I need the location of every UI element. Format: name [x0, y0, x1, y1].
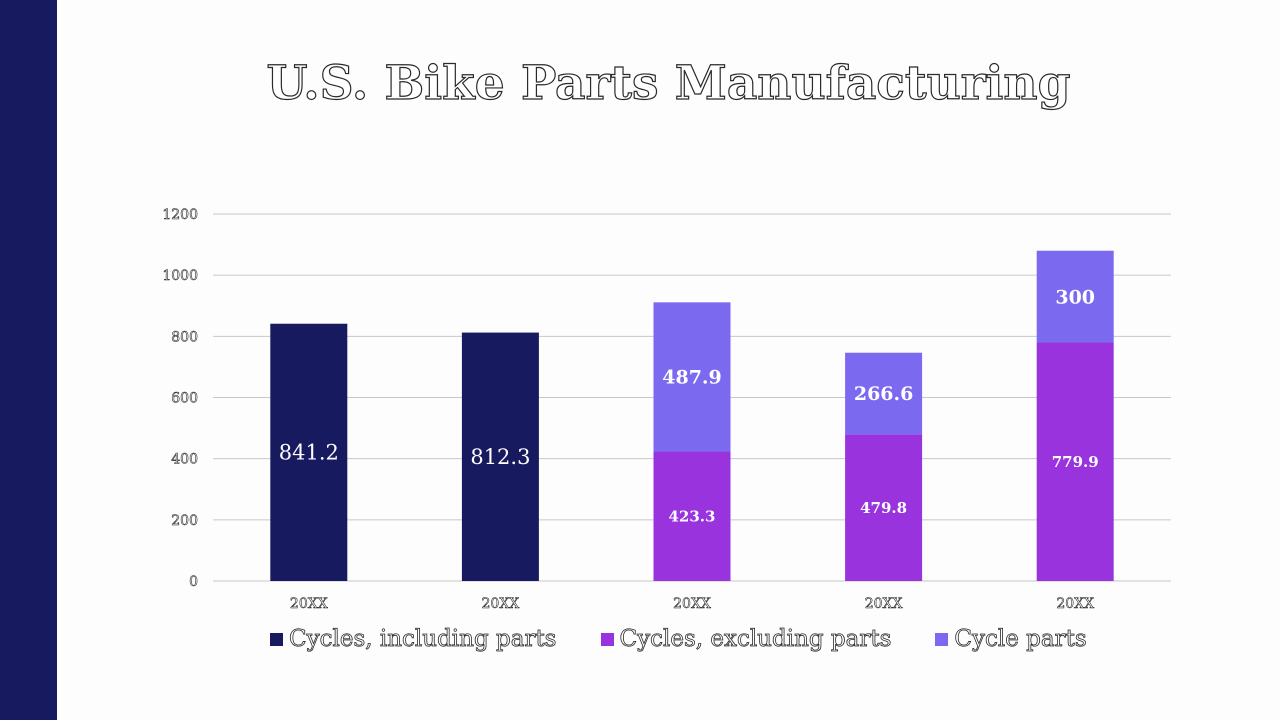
legend-label: Cycle parts: [954, 626, 1087, 653]
y-tick-label: 1200: [162, 207, 198, 223]
data-label: 841.2: [279, 441, 339, 465]
bar-segment: [653, 302, 731, 452]
data-label: 812.3: [470, 445, 530, 469]
x-tick-label: 20XX: [673, 596, 711, 612]
y-tick-label: 800: [171, 329, 198, 345]
legend-item-cycles-including-parts: Cycles, including parts: [270, 626, 557, 652]
y-tick-label: 600: [171, 391, 198, 407]
data-label: 479.8: [860, 499, 907, 517]
legend-item-cycle-parts: Cycle parts: [935, 626, 1087, 653]
x-tick-label: 20XX: [482, 596, 520, 612]
x-tick-label: 20XX: [1056, 596, 1094, 612]
bars: [270, 250, 1114, 581]
data-label: 779.9: [1052, 453, 1099, 471]
bar-segment: [1036, 342, 1114, 581]
bar-segment: [653, 451, 731, 581]
bar-segment: [461, 332, 539, 581]
legend: Cycles, including parts Cycles, excludin…: [270, 622, 1087, 656]
x-axis-ticks: 20XX 20XX 20XX 20XX 20XX: [290, 596, 1095, 613]
legend-swatch: [270, 632, 283, 646]
bar-segment: [270, 323, 348, 581]
bar-segment: [845, 352, 923, 435]
data-label: 487.9: [662, 367, 722, 389]
chart-title: U.S. Bike Parts Manufacturing: [266, 55, 1071, 111]
x-tick-label: 20XX: [865, 596, 903, 612]
y-tick-label: 400: [171, 452, 198, 468]
y-tick-label: 1000: [162, 268, 198, 284]
data-labels: 841.2 812.3 423.3 487.9 479.8 266.6 779.9 300: [279, 286, 1099, 525]
y-axis-ticks: 0 200 400 600 800 1000 1200: [162, 207, 198, 591]
bar-segment: [845, 434, 923, 581]
data-label: 423.3: [669, 508, 716, 526]
y-tick-label: 0: [189, 574, 198, 590]
side-accent-band: [0, 0, 57, 720]
legend-swatch: [935, 632, 949, 646]
data-label: 266.6: [854, 383, 914, 405]
legend-item-cycles-excluding-parts: Cycles, excluding parts: [600, 626, 892, 653]
legend-swatch: [600, 632, 614, 646]
x-tick-label: 20XX: [290, 596, 328, 612]
y-tick-label: 200: [171, 513, 198, 529]
bar-segment: [1036, 250, 1114, 343]
data-label: 300: [1055, 286, 1095, 308]
legend-label: Cycles, including parts: [289, 626, 557, 653]
legend-label: Cycles, excluding parts: [619, 626, 892, 653]
